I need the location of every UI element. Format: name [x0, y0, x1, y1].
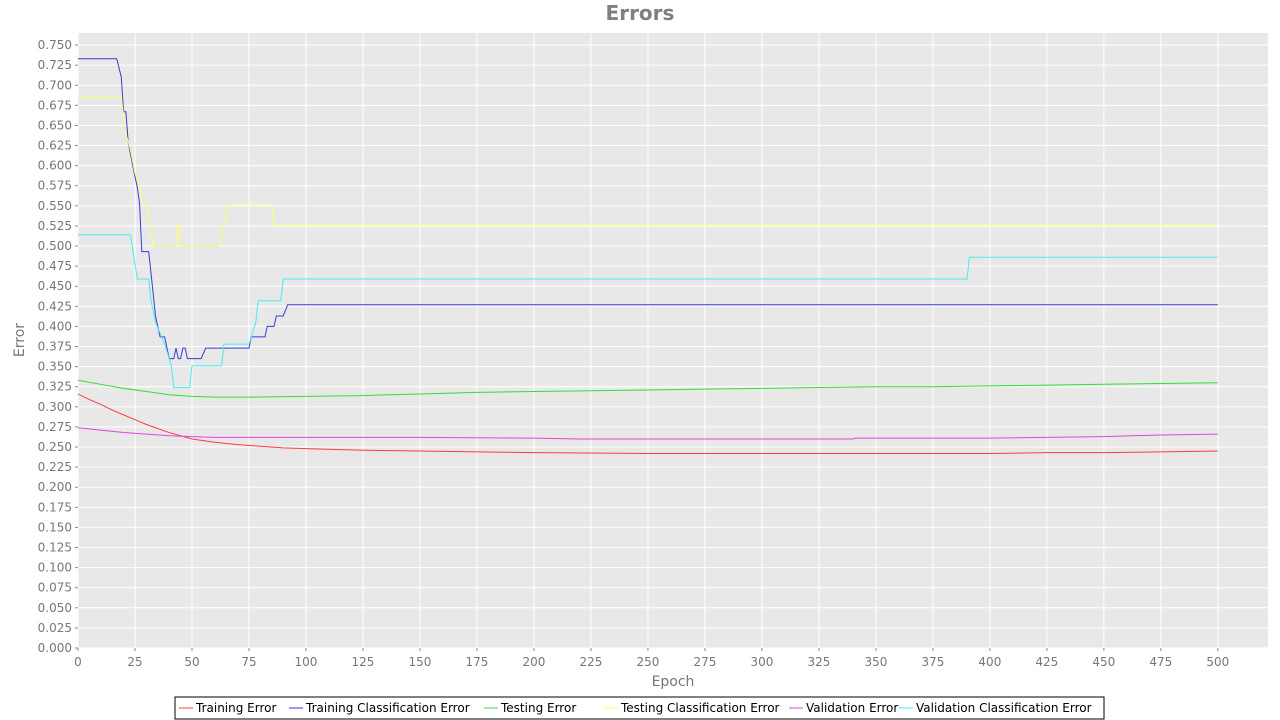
- x-tick-label: 225: [579, 655, 602, 669]
- x-axis-title: Epoch: [652, 674, 695, 690]
- x-tick-label: 250: [636, 655, 659, 669]
- y-axis-ticks: 0.000 0.025 0.050 0.075 0.100 0.125 0.150 0.175…: [38, 38, 78, 655]
- grid-lines: [77, 33, 1268, 649]
- y-tick-label: 0.425: [38, 299, 72, 313]
- y-tick-label: 0.375: [38, 340, 72, 354]
- y-tick-label: 0.625: [38, 139, 72, 153]
- y-tick-label: 0.350: [38, 360, 72, 374]
- chart-title: Errors: [606, 1, 675, 25]
- x-tick-label: 100: [295, 655, 318, 669]
- y-tick-label: 0.125: [38, 541, 72, 555]
- x-tick-label: 175: [465, 655, 488, 669]
- x-tick-label: 150: [409, 655, 432, 669]
- legend-label-testing-error: Testing Error: [500, 701, 576, 715]
- y-tick-label: 0.575: [38, 179, 72, 193]
- y-tick-label: 0.750: [38, 38, 72, 52]
- y-tick-label: 0.250: [38, 440, 72, 454]
- y-tick-label: 0.500: [38, 239, 72, 253]
- legend-label-validation-classification-error: Validation Classification Error: [916, 701, 1092, 715]
- y-tick-label: 0.450: [38, 279, 72, 293]
- y-tick-label: 0.725: [38, 58, 72, 72]
- x-tick-label: 450: [1092, 655, 1115, 669]
- x-tick-label: 200: [522, 655, 545, 669]
- x-tick-label: 475: [1149, 655, 1172, 669]
- x-tick-label: 500: [1206, 655, 1229, 669]
- y-tick-label: 0.000: [38, 641, 72, 655]
- y-tick-label: 0.525: [38, 219, 72, 233]
- series-lines: [77, 58, 1218, 454]
- x-tick-label: 50: [184, 655, 199, 669]
- y-tick-label: 0.100: [38, 561, 72, 575]
- legend-label-training-classification-error: Training Classification Error: [305, 701, 470, 715]
- y-tick-label: 0.075: [38, 581, 72, 595]
- y-tick-label: 0.175: [38, 500, 72, 514]
- y-tick-label: 0.550: [38, 199, 72, 213]
- series-line-validation-classification-error: [78, 234, 1218, 389]
- x-tick-label: 325: [807, 655, 830, 669]
- y-tick-label: 0.275: [38, 420, 72, 434]
- x-tick-label: 425: [1035, 655, 1058, 669]
- y-tick-label: 0.475: [38, 259, 72, 273]
- legend-label-validation-error: Validation Error: [806, 701, 898, 715]
- y-tick-label: 0.700: [38, 78, 72, 92]
- y-tick-label: 0.675: [38, 98, 72, 112]
- x-tick-label: 275: [693, 655, 716, 669]
- x-tick-label: 400: [978, 655, 1001, 669]
- x-tick-label: 375: [921, 655, 944, 669]
- y-tick-label: 0.050: [38, 601, 72, 615]
- x-tick-label: 300: [750, 655, 773, 669]
- x-tick-label: 0: [74, 655, 82, 669]
- y-tick-label: 0.325: [38, 380, 72, 394]
- series-line-training-classification-error: [78, 58, 1218, 360]
- series-line-testing-classification-error: [78, 96, 1218, 247]
- series-line-testing-error: [77, 379, 1218, 398]
- series-line-training-error: [77, 393, 1218, 454]
- y-tick-label: 0.150: [38, 520, 72, 534]
- plot-area: [78, 33, 1268, 648]
- y-tick-label: 0.200: [38, 480, 72, 494]
- x-tick-label: 25: [127, 655, 142, 669]
- y-tick-label: 0.300: [38, 400, 72, 414]
- x-tick-label: 125: [352, 655, 375, 669]
- y-tick-label: 0.600: [38, 159, 72, 173]
- x-tick-label: 75: [241, 655, 256, 669]
- legend-label-training-error: Training Error: [195, 701, 276, 715]
- y-tick-label: 0.400: [38, 319, 72, 333]
- legend-items: Training Error Training Classification Er…: [179, 701, 1092, 715]
- legend-box: [174, 696, 1105, 720]
- y-tick-label: 0.650: [38, 118, 72, 132]
- y-axis-title: Error: [12, 323, 28, 357]
- x-tick-label: 350: [864, 655, 887, 669]
- y-tick-label: 0.225: [38, 460, 72, 474]
- legend: Training Error Training Classification Er…: [174, 696, 1105, 720]
- legend-label-testing-classification-error: Testing Classification Error: [620, 701, 780, 715]
- y-tick-label: 0.025: [38, 621, 72, 635]
- x-axis-ticks: 0 25 50 75 100 125 150 175 200 225 250 275 300 325 350…: [74, 648, 1229, 669]
- series-line-validation-error: [77, 427, 1218, 440]
